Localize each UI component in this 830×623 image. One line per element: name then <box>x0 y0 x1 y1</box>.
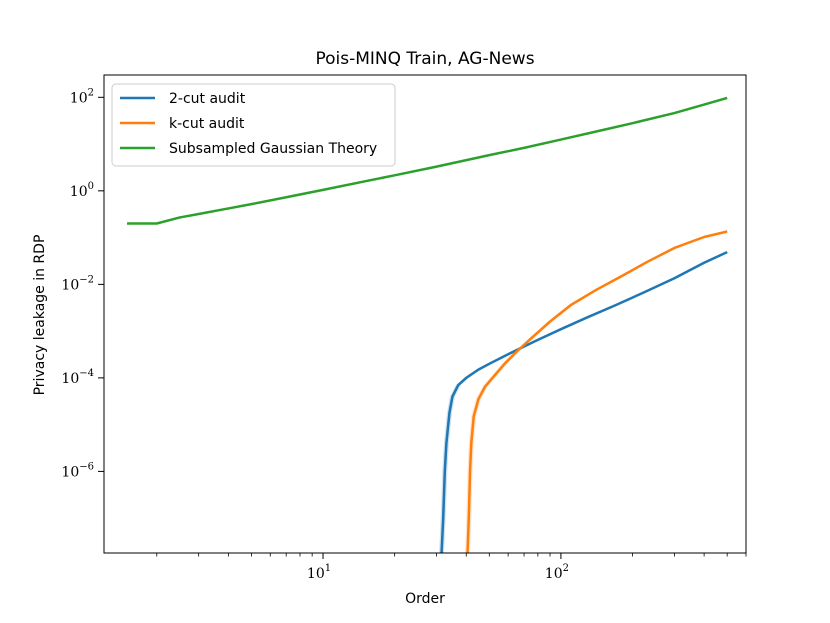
y-tick-label: 10−6 <box>61 461 94 480</box>
y-tick-label: 10−4 <box>61 368 94 387</box>
y-tick-label: 10−2 <box>61 274 94 293</box>
x-axis-label: Order <box>405 591 445 607</box>
confidence-band-1 <box>465 231 730 554</box>
legend-label-gaussian: Subsampled Gaussian Theory <box>169 141 377 157</box>
y-axis-label: Privacy leakage in RDP <box>32 235 48 396</box>
x-tick-label: 101 <box>307 563 331 582</box>
series-line-2 <box>127 96 728 225</box>
series-line-1 <box>466 230 728 554</box>
legend-label-kcut: k-cut audit <box>169 116 245 132</box>
y-tick-label: 102 <box>70 87 94 106</box>
legend-label-2cut: 2-cut audit <box>169 91 246 107</box>
y-tick-label: 100 <box>70 181 94 200</box>
chart-title: Pois-MINQ Train, AG-News <box>315 49 534 69</box>
series-line-0 <box>440 250 728 554</box>
x-tick-label: 102 <box>545 563 569 582</box>
legend: 2-cut audit k-cut audit Subsampled Gauss… <box>111 83 396 167</box>
legend-box <box>111 83 396 167</box>
plot-frame <box>103 74 747 554</box>
series-lines <box>127 96 728 554</box>
axis-ticks: 101 102 102 100 10−2 10−4 10−6 <box>61 87 747 582</box>
